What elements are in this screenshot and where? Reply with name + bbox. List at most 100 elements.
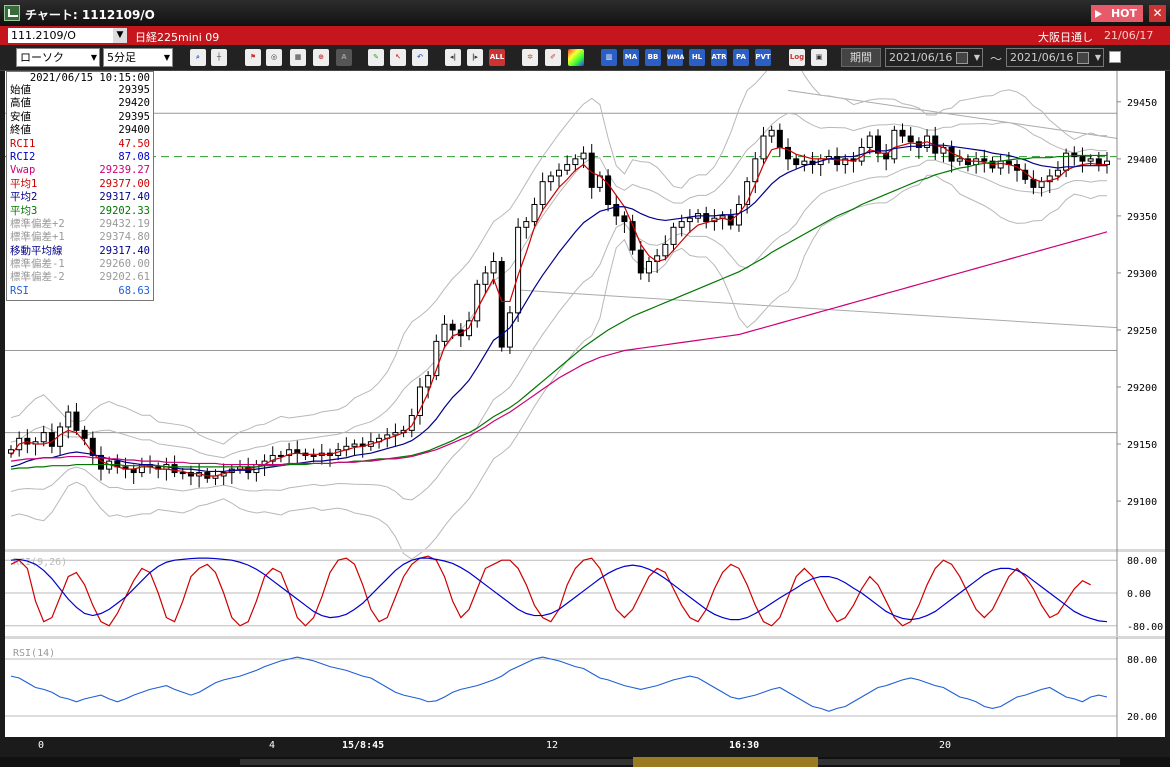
data-row-label: RCI2 bbox=[10, 150, 36, 163]
date-from-input[interactable]: 2021/06/16 ▼ bbox=[885, 48, 983, 67]
candle-body bbox=[907, 135, 914, 143]
close-button[interactable]: ✕ bbox=[1149, 5, 1166, 22]
text-icon[interactable]: A bbox=[336, 49, 352, 66]
scrollbar-thumb[interactable] bbox=[633, 757, 818, 767]
data-row-label: 平均2 bbox=[10, 191, 38, 204]
candle-body bbox=[81, 429, 88, 439]
pa-icon[interactable]: PA bbox=[733, 49, 749, 66]
fib-icon[interactable]: ◎ bbox=[266, 49, 282, 66]
calendar-icon[interactable] bbox=[956, 52, 968, 64]
date-checkbox[interactable] bbox=[1109, 51, 1121, 63]
export-icon[interactable]: ▣ bbox=[811, 49, 827, 66]
calendar-icon[interactable] bbox=[1077, 52, 1089, 64]
wrench-icon[interactable]: ✐ bbox=[545, 49, 561, 66]
rci-axis-label: -80.00 bbox=[1127, 622, 1163, 633]
data-row-value: 29432.19 bbox=[99, 217, 150, 230]
data-row-value: 29317.40 bbox=[99, 244, 150, 257]
data-row: 高値 29420 bbox=[7, 97, 153, 110]
candle-body bbox=[686, 217, 693, 223]
chevron-down-icon[interactable]: ▼ bbox=[1094, 53, 1101, 62]
data-row-label: 標準偏差+2 bbox=[10, 217, 65, 230]
chart-canvas[interactable]: 29450 29400 29350 29300 29250 29200 29150 29100… bbox=[5, 53, 1165, 737]
chart-app-icon bbox=[4, 5, 20, 21]
atr-icon[interactable]: ATR bbox=[711, 49, 727, 66]
price-axis-label: 29100 bbox=[1127, 497, 1157, 508]
chart-type-select[interactable]: ローソク ▼ bbox=[16, 48, 100, 67]
pointer-icon[interactable]: ↖ bbox=[390, 49, 406, 66]
candle-body bbox=[1030, 178, 1037, 188]
hot-button[interactable]: HOT bbox=[1091, 5, 1143, 22]
bar-right-icon[interactable]: |▸ bbox=[467, 49, 483, 66]
data-row: 移動平均線 29317.40 bbox=[7, 245, 153, 258]
box-icon[interactable]: ▦ bbox=[290, 49, 306, 66]
time-axis: 0 4 15/8:45 12 16:30 20 bbox=[5, 737, 1165, 757]
rci-line-RCI1 bbox=[10, 555, 1091, 627]
data-row-value: 29395 bbox=[118, 110, 150, 123]
bb-icon[interactable]: BB bbox=[645, 49, 661, 66]
data-row-value: 29400 bbox=[118, 124, 150, 137]
data-row: 標準偏差-2 29202.61 bbox=[7, 271, 153, 284]
candle-body bbox=[744, 181, 751, 205]
rsi-axis-label: 80.00 bbox=[1127, 655, 1157, 666]
lines-icon[interactable]: ⚑ bbox=[245, 49, 261, 66]
candle-type-icon[interactable]: ▥ bbox=[601, 49, 617, 66]
data-row-value: 29377.00 bbox=[99, 177, 150, 190]
candle-body bbox=[785, 146, 792, 160]
crosshair-icon[interactable]: ┼ bbox=[211, 49, 227, 66]
candle-body bbox=[891, 129, 898, 160]
data-window-rows: 始値 29395 高値 29420 安値 29395 終値 29400 RCI1 47.50 RCI… bbox=[7, 84, 153, 298]
chevron-down-icon[interactable]: ▼ bbox=[973, 53, 980, 62]
date-to-input[interactable]: 2021/06/16 ▼ bbox=[1006, 48, 1104, 67]
data-row-label: 始値 bbox=[10, 84, 31, 96]
candle-body bbox=[801, 160, 808, 166]
candle-body bbox=[48, 432, 55, 447]
pvt-icon[interactable]: PVT bbox=[755, 49, 771, 66]
data-window: 2021/06/15 10:15:00 始値 29395 高値 29420 安値 2939… bbox=[6, 71, 154, 301]
trend-line bbox=[518, 289, 1118, 329]
date-range-separator: 〜 bbox=[990, 52, 1003, 66]
bollinger-band-line bbox=[10, 53, 1107, 445]
rci-line-RCI2 bbox=[10, 557, 1108, 623]
hl-icon[interactable]: HL bbox=[689, 49, 705, 66]
price-panel-bg bbox=[5, 71, 1165, 549]
data-row: RCI2 87.08 bbox=[7, 151, 153, 164]
flag-icon[interactable]: ⊕ bbox=[313, 49, 329, 66]
candle-body bbox=[449, 323, 456, 331]
color-icon[interactable] bbox=[568, 49, 584, 66]
data-row-value: 68.63 bbox=[118, 284, 150, 297]
candle-body bbox=[425, 375, 432, 388]
symbol-input[interactable]: 111.2109/O bbox=[8, 28, 126, 43]
candle-body bbox=[703, 213, 710, 223]
candle-body bbox=[441, 323, 448, 342]
candle-body bbox=[981, 158, 988, 162]
chevron-down-icon: ▼ bbox=[90, 53, 97, 62]
log-icon[interactable]: Log bbox=[789, 49, 805, 66]
candle-body bbox=[65, 411, 72, 428]
horizontal-scrollbar[interactable] bbox=[0, 757, 1170, 767]
wma-icon[interactable]: WMA bbox=[667, 49, 684, 66]
ma-icon[interactable]: MA bbox=[623, 49, 639, 66]
bollinger-band-line bbox=[10, 112, 1107, 459]
bar-left-icon[interactable]: ◂| bbox=[445, 49, 461, 66]
candle-body bbox=[605, 175, 612, 205]
data-row: 始値 29395 bbox=[7, 84, 153, 97]
pen-icon[interactable]: ✎ bbox=[368, 49, 384, 66]
chart-area[interactable]: 29450 29400 29350 29300 29250 29200 29150 29100… bbox=[5, 53, 1165, 737]
candle-body bbox=[760, 135, 767, 160]
time-axis-label: 20 bbox=[939, 740, 952, 751]
candle-body bbox=[269, 454, 276, 462]
all-icon[interactable]: ALL bbox=[489, 49, 505, 66]
data-row-value: 29202.33 bbox=[99, 204, 150, 217]
zoom-icon[interactable]: ⌕ bbox=[190, 49, 206, 66]
settings-icon[interactable]: ✲ bbox=[522, 49, 538, 66]
interval-select[interactable]: 5分足 ▼ bbox=[103, 48, 173, 67]
symbol-dropdown-button[interactable]: ▼ bbox=[113, 28, 127, 43]
candle-body bbox=[482, 272, 489, 285]
candle-body bbox=[433, 340, 440, 377]
candle-body bbox=[277, 454, 284, 457]
panel-separator bbox=[5, 636, 1165, 639]
undo-icon[interactable]: ↶ bbox=[412, 49, 428, 66]
period-button[interactable]: 期間 bbox=[841, 48, 881, 67]
data-row-value: 29239.27 bbox=[99, 164, 150, 177]
rsi-title: RSI(14) bbox=[13, 648, 55, 659]
